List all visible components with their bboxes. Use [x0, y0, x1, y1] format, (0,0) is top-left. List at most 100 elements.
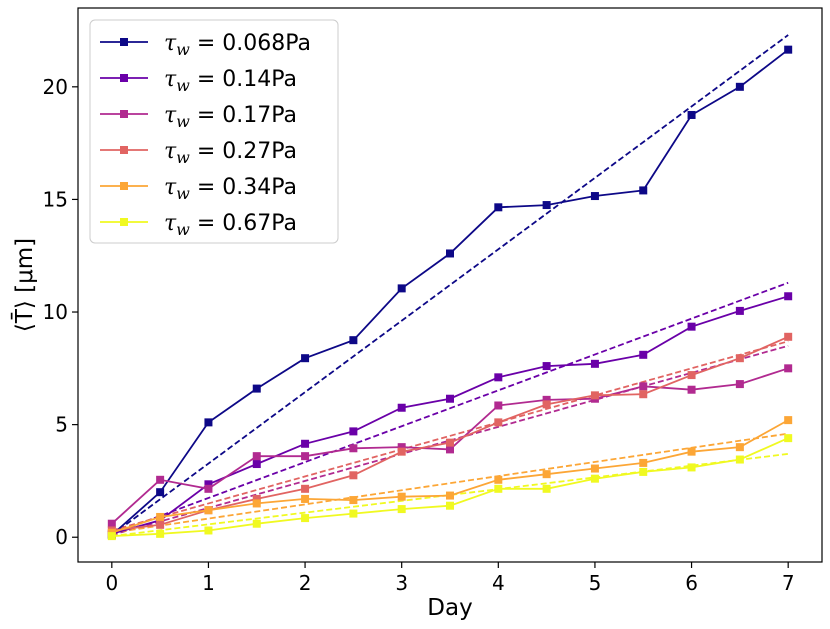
data-point — [301, 439, 310, 448]
data-point — [590, 474, 599, 483]
data-point — [446, 491, 454, 500]
x-axis-label: Day — [427, 595, 472, 621]
x-tick-label: 4 — [492, 571, 505, 595]
series-group — [107, 45, 793, 539]
data-point — [735, 455, 744, 464]
legend-label: τw = 0.17Pa — [164, 103, 297, 131]
data-point — [156, 520, 165, 529]
data-point — [542, 395, 551, 404]
y-tick-label: 0 — [55, 525, 68, 549]
legend-label: τw = 0.068Pa — [164, 31, 311, 59]
x-tick-label: 2 — [299, 571, 312, 595]
data-point — [494, 203, 503, 212]
data-point — [252, 494, 261, 503]
data-point — [397, 284, 406, 293]
data-point — [156, 529, 165, 538]
data-point — [590, 391, 599, 400]
data-point — [446, 438, 454, 447]
data-point — [687, 322, 696, 331]
data-point — [156, 488, 165, 497]
y-tick-label: 5 — [55, 413, 68, 437]
data-point — [349, 336, 358, 345]
data-point — [494, 418, 503, 427]
data-point — [735, 354, 744, 363]
data-point — [301, 354, 310, 363]
data-point — [349, 509, 358, 518]
data-point — [784, 434, 793, 443]
data-point — [349, 427, 358, 436]
data-point — [397, 492, 406, 501]
data-point — [542, 362, 551, 371]
data-point — [397, 403, 406, 412]
data-point — [784, 292, 793, 301]
data-point — [156, 475, 165, 484]
data-point — [252, 384, 261, 393]
data-point — [735, 380, 744, 389]
data-point — [542, 470, 551, 479]
data-point — [494, 475, 503, 484]
data-point — [494, 401, 503, 410]
data-point — [639, 467, 648, 476]
data-point — [687, 385, 696, 394]
y-tick-label: 15 — [43, 187, 68, 211]
data-point — [301, 494, 310, 503]
data-point — [735, 306, 744, 315]
data-point — [446, 394, 454, 403]
data-point — [735, 82, 744, 91]
data-point — [301, 484, 310, 493]
data-point — [204, 526, 213, 535]
data-series — [107, 45, 793, 541]
data-point — [687, 371, 696, 380]
data-point — [784, 416, 793, 425]
data-point — [687, 447, 696, 456]
plot-frame — [77, 7, 823, 563]
data-point — [639, 350, 648, 359]
data-point — [639, 458, 648, 467]
data-point — [397, 443, 406, 452]
legend-marker — [120, 146, 128, 154]
fit-line — [111, 340, 789, 532]
x-tick-label: 7 — [782, 571, 795, 595]
series-group — [107, 364, 793, 528]
y-axis-label: ⟨T̄⟩ [μm] — [10, 238, 38, 332]
legend-label: τw = 0.34Pa — [164, 175, 297, 203]
data-point — [301, 514, 310, 523]
data-point — [397, 447, 406, 456]
axis-ticks: 0 1 2 3 4 5 6 7 0 5 10 15 20 — [43, 75, 795, 595]
legend-box — [89, 19, 339, 244]
legend-marker — [120, 182, 128, 190]
x-tick-label: 1 — [202, 571, 215, 595]
x-tick-label: 5 — [589, 571, 602, 595]
legend-label: τw = 0.14Pa — [164, 67, 297, 95]
x-tick-label: 3 — [395, 571, 408, 595]
fit-line — [111, 34, 789, 536]
data-point — [397, 505, 406, 514]
data-point — [590, 359, 599, 368]
data-point — [204, 418, 213, 427]
legend-marker — [120, 110, 128, 118]
data-point — [542, 484, 551, 493]
data-point — [107, 519, 116, 528]
data-point — [204, 484, 213, 493]
data-point — [494, 373, 503, 382]
data-point — [784, 364, 793, 373]
legend-label: τw = 0.67Pa — [164, 211, 297, 239]
series-group — [107, 434, 793, 541]
data-point — [301, 452, 310, 461]
x-tick-label: 0 — [105, 571, 118, 595]
data-point — [107, 532, 116, 541]
data-point — [446, 445, 454, 454]
data-point — [204, 506, 213, 515]
data-point — [252, 499, 261, 508]
data-point — [687, 110, 696, 119]
data-point — [639, 186, 648, 195]
data-point — [156, 512, 165, 521]
data-point — [735, 443, 744, 452]
legend-marker — [120, 74, 128, 82]
data-point — [784, 45, 793, 54]
fit-line — [111, 432, 789, 534]
legend: τw = 0.068Pa τw = 0.14Pa τw = 0.17Pa τw = 0… — [89, 19, 339, 244]
data-point — [494, 484, 503, 493]
data-point — [252, 460, 261, 469]
legend-marker — [120, 38, 128, 46]
